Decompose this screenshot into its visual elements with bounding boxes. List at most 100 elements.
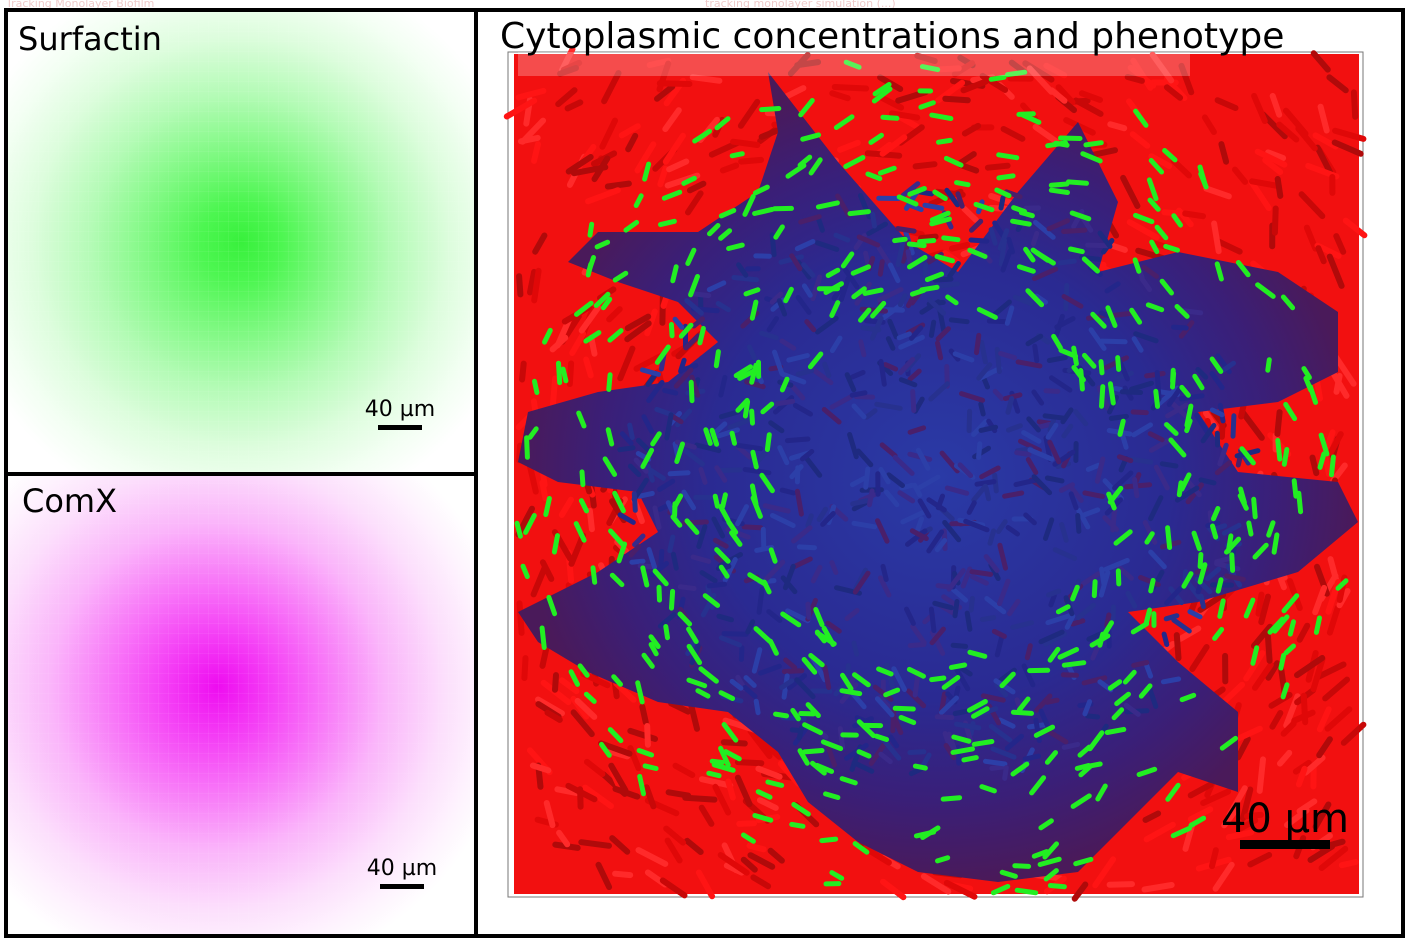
red-cell	[569, 330, 587, 356]
left-panels-divider	[8, 472, 474, 476]
green-cell	[988, 74, 1007, 82]
red-cell	[912, 161, 938, 170]
blue-cell	[997, 578, 1011, 607]
blue-cell	[1070, 618, 1086, 627]
blue-cell	[971, 483, 988, 503]
blue-cell	[952, 599, 960, 619]
blue-cell	[955, 191, 965, 209]
green-cell	[797, 154, 813, 168]
green-cell	[1055, 604, 1071, 615]
blue-cell	[766, 609, 783, 623]
green-cell	[579, 469, 586, 488]
green-cell	[688, 379, 695, 404]
green-cell	[590, 565, 598, 585]
blue-cell	[1005, 396, 1015, 415]
red-cell	[662, 132, 686, 165]
red-cell	[1312, 801, 1332, 830]
blue-cell	[821, 407, 842, 425]
blue-cell	[1221, 522, 1242, 536]
green-cell	[633, 193, 644, 208]
cells-panel: Cytoplasmic concentrations and phenotype…	[478, 12, 1401, 934]
red-cell	[604, 180, 632, 190]
green-cell	[1086, 761, 1103, 769]
red-cell	[1316, 736, 1333, 759]
red-cell	[644, 723, 651, 748]
green-cell	[1090, 311, 1107, 329]
blue-cell	[1112, 470, 1134, 491]
red-cell	[554, 786, 580, 797]
blue-cell	[1021, 430, 1042, 444]
blue-cell	[694, 442, 722, 454]
red-cell	[1313, 376, 1323, 402]
green-cell	[907, 186, 927, 197]
green-cell	[539, 625, 547, 650]
red-cell	[577, 786, 584, 810]
green-cell	[1057, 647, 1080, 660]
red-cell	[557, 65, 579, 77]
green-cell	[577, 663, 590, 678]
blue-cell	[991, 628, 1007, 639]
red-cell	[829, 90, 851, 102]
blue-cell	[629, 558, 646, 565]
blue-cell	[753, 698, 761, 716]
red-cell	[532, 232, 548, 255]
red-cell	[1211, 220, 1222, 255]
red-cell	[720, 739, 748, 747]
blue-cell	[1131, 422, 1153, 438]
green-cell	[1107, 485, 1124, 505]
cells-scale-label: 40 µm	[1220, 796, 1350, 842]
blue-cell	[776, 298, 788, 317]
red-cell	[734, 774, 753, 807]
red-cell	[1331, 139, 1364, 157]
green-cell	[524, 435, 530, 460]
green-cell	[721, 722, 739, 743]
green-cell	[1042, 841, 1059, 860]
green-cell	[1188, 815, 1207, 828]
green-cell	[1266, 520, 1276, 538]
blue-cell	[870, 211, 877, 229]
red-cell	[565, 154, 594, 175]
blue-cell	[652, 505, 662, 530]
red-cell	[1170, 157, 1192, 179]
blue-cell	[1000, 248, 1013, 273]
red-cell	[588, 334, 598, 357]
red-cell	[1342, 217, 1368, 239]
green-cell	[840, 672, 854, 692]
green-cell	[1283, 401, 1298, 422]
blue-cell	[885, 336, 896, 351]
green-cell	[802, 722, 823, 736]
blue-cell	[1116, 565, 1134, 581]
red-cell	[725, 778, 736, 801]
blue-cell	[1031, 474, 1053, 496]
red-cell	[698, 804, 715, 827]
blue-cell	[844, 608, 860, 622]
blue-cell	[853, 394, 876, 400]
green-cell	[829, 300, 841, 318]
green-cell	[1107, 679, 1123, 691]
blue-cell	[779, 338, 797, 351]
blue-cell	[794, 239, 816, 252]
green-cell	[1281, 593, 1300, 614]
green-cell	[729, 530, 743, 547]
green-cell	[1275, 438, 1283, 462]
blue-cell	[1090, 643, 1101, 661]
red-cell	[1276, 121, 1300, 143]
blue-cell	[798, 214, 822, 225]
green-cell	[605, 427, 615, 447]
blue-cell	[619, 431, 634, 446]
blue-cell	[978, 401, 986, 417]
blue-cell	[714, 465, 728, 483]
green-cell	[1098, 359, 1105, 376]
green-cell	[695, 688, 711, 699]
green-cell	[950, 746, 975, 755]
red-cell	[880, 878, 907, 901]
red-cell	[737, 98, 761, 129]
blue-cell	[1131, 336, 1144, 353]
red-cell	[1315, 661, 1347, 680]
red-cell	[942, 250, 960, 264]
green-cell	[1136, 766, 1158, 777]
red-cell	[586, 507, 595, 533]
green-cell	[642, 763, 659, 771]
blue-cell	[795, 368, 815, 377]
red-cell	[1124, 74, 1145, 84]
